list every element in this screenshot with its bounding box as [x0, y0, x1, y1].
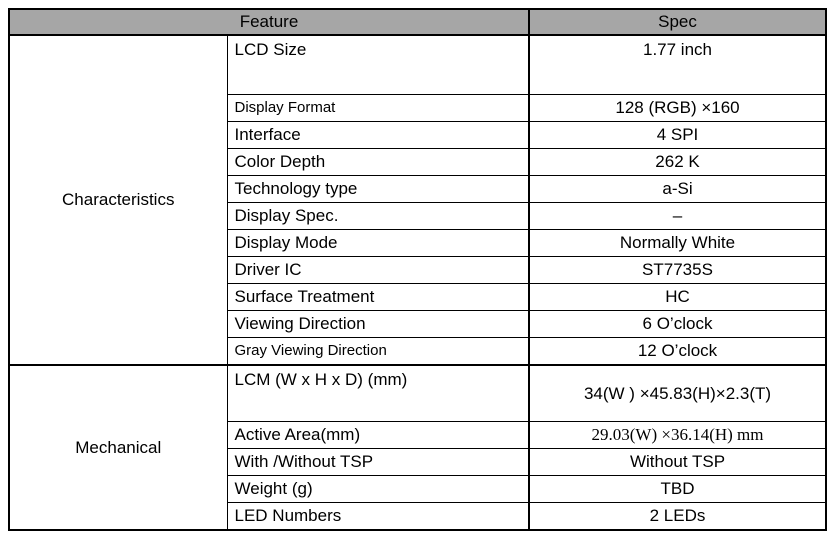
spec-cell: 12 O’clock: [528, 337, 827, 366]
spec-header: Spec: [528, 8, 827, 36]
feature-cell: Technology type: [226, 175, 530, 203]
table-row: Weight (g) TBD: [9, 475, 827, 503]
spec-table: Feature Spec Characteristics LCD Size 1.77…: [8, 8, 827, 531]
header-row: Feature Spec: [8, 8, 827, 36]
table-row: LED Numbers 2 LEDs: [9, 502, 827, 531]
spec-cell: ST7735S: [528, 256, 827, 284]
spec-cell: 2 LEDs: [528, 502, 827, 531]
feature-cell: Display Format: [226, 94, 530, 122]
table-row: Display Format 128 (RGB) ×160: [9, 94, 827, 122]
feature-cell: Driver IC: [226, 256, 530, 284]
feature-cell: Display Spec.: [226, 202, 530, 230]
spec-cell: Normally White: [528, 229, 827, 257]
table-row: Display Spec. –: [9, 202, 827, 230]
feature-cell: Display Mode: [226, 229, 530, 257]
spec-cell: Without TSP: [528, 448, 827, 476]
feature-cell: Weight (g): [226, 475, 530, 503]
feature-cell: With /Without TSP: [226, 448, 530, 476]
spec-cell: 262 K: [528, 148, 827, 176]
feature-cell: Gray Viewing Direction: [226, 337, 530, 366]
spec-cell: 6 O’clock: [528, 310, 827, 338]
feature-cell: Interface: [226, 121, 530, 149]
spec-cell: 128 (RGB) ×160: [528, 94, 827, 122]
feature-cell: LCM (W x H x D) (mm): [226, 364, 530, 422]
spec-cell: a-Si: [528, 175, 827, 203]
feature-header: Feature: [8, 8, 530, 36]
table-row: Color Depth 262 K: [9, 148, 827, 176]
table-row: Mechanical LCM (W x H x D) (mm) 34(W ) ×45…: [8, 364, 827, 531]
feature-cell: Surface Treatment: [226, 283, 530, 311]
table-row: Viewing Direction 6 O’clock: [9, 310, 827, 338]
feature-cell: Color Depth: [226, 148, 530, 176]
table-row: Interface 4 SPI: [9, 121, 827, 149]
feature-cell: LCD Size: [226, 34, 530, 95]
spec-cell: TBD: [528, 475, 827, 503]
feature-cell: Viewing Direction: [226, 310, 530, 338]
spec-cell: 1.77 inch: [528, 34, 827, 95]
spec-cell: –: [528, 202, 827, 230]
spec-cell: 29.03(W) ×36.14(H) mm: [528, 421, 827, 449]
feature-cell: Active Area(mm): [226, 421, 530, 449]
table-row: Driver IC ST7735S: [9, 256, 827, 284]
table-row: Technology type a-Si: [9, 175, 827, 203]
spec-cell: 4 SPI: [528, 121, 827, 149]
group-label: Characteristics: [8, 34, 228, 366]
group-label: Mechanical: [8, 364, 228, 531]
table-row: Characteristics LCD Size 1.77 inch: [8, 34, 827, 366]
spec-cell: 34(W ) ×45.83(H)×2.3(T): [528, 364, 827, 422]
spec-cell: HC: [528, 283, 827, 311]
table-row: Display Mode Normally White: [9, 229, 827, 257]
table-row: Gray Viewing Direction 12 O’clock: [9, 337, 827, 366]
feature-cell: LED Numbers: [226, 502, 530, 531]
